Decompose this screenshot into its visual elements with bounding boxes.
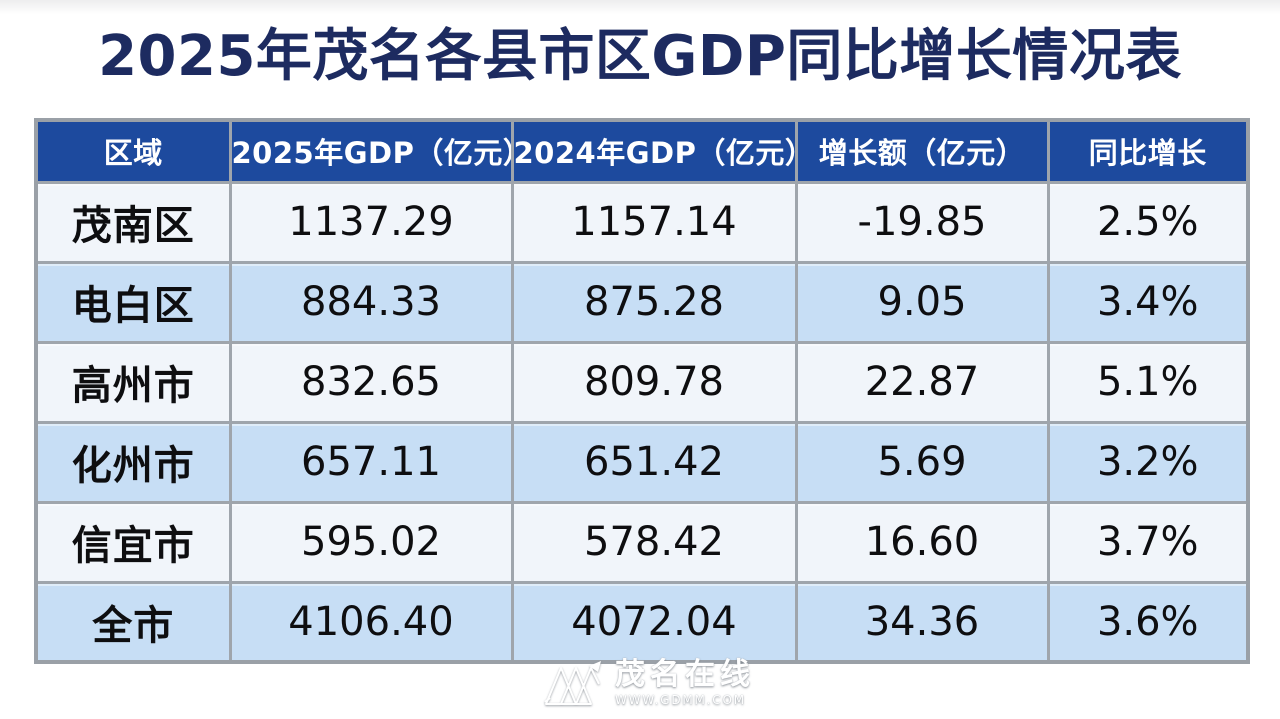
gdp-2025-cell: 595.02 — [228, 500, 514, 584]
gdp-2024-cell: 809.78 — [510, 340, 798, 424]
region-cell: 茂南区 — [34, 180, 232, 264]
watermark: 茂名在线 WWW.GDMM.COM — [543, 658, 755, 708]
yoy-growth-cell: 3.6% — [1046, 580, 1250, 664]
gdp-2025-cell: 832.65 — [228, 340, 514, 424]
gdp-2025-cell: 657.11 — [228, 420, 514, 504]
gdp-2024-cell: 578.42 — [510, 500, 798, 584]
watermark-site-url: WWW.GDMM.COM — [615, 693, 746, 707]
table-row-xinyi: 信宜市 595.02 578.42 16.60 3.7% — [34, 500, 1250, 584]
table-row-dianbai: 电白区 884.33 875.28 9.05 3.4% — [34, 260, 1250, 344]
gdp-2024-cell: 651.42 — [510, 420, 798, 504]
table-row-huazhou: 化州市 657.11 651.42 5.69 3.2% — [34, 420, 1250, 504]
gdp-table: 区域 2025年GDP（亿元） 2024年GDP（亿元） 增长额（亿元） 同比增… — [34, 118, 1250, 664]
column-header-region: 区域 — [34, 118, 232, 184]
growth-amount-cell: 34.36 — [794, 580, 1050, 664]
growth-amount-cell: 16.60 — [794, 500, 1050, 584]
gdp-2025-cell: 1137.29 — [228, 180, 514, 264]
column-header-growth-amount: 增长额（亿元） — [794, 118, 1050, 184]
yoy-growth-cell: 3.2% — [1046, 420, 1250, 504]
growth-amount-cell: -19.85 — [794, 180, 1050, 264]
region-cell: 化州市 — [34, 420, 232, 504]
yoy-growth-cell: 2.5% — [1046, 180, 1250, 264]
table-row-gaozhou: 高州市 832.65 809.78 22.87 5.1% — [34, 340, 1250, 424]
table-row-citywide-total: 全市 4106.40 4072.04 34.36 3.6% — [34, 580, 1250, 664]
gdp-2024-cell: 875.28 — [510, 260, 798, 344]
watermark-text: 茂名在线 WWW.GDMM.COM — [615, 659, 755, 708]
gdp-2024-cell: 1157.14 — [510, 180, 798, 264]
table-header-row: 区域 2025年GDP（亿元） 2024年GDP（亿元） 增长额（亿元） 同比增… — [34, 118, 1250, 184]
column-header-yoy-growth: 同比增长 — [1046, 118, 1250, 184]
gdp-2024-cell: 4072.04 — [510, 580, 798, 664]
yoy-growth-cell: 3.7% — [1046, 500, 1250, 584]
page-title: 2025年茂名各县市区GDP同比增长情况表 — [98, 24, 1182, 89]
region-cell: 电白区 — [34, 260, 232, 344]
table-row-maonan: 茂南区 1137.29 1157.14 -19.85 2.5% — [34, 180, 1250, 264]
growth-amount-cell: 22.87 — [794, 340, 1050, 424]
gdp-2025-cell: 884.33 — [228, 260, 514, 344]
growth-amount-cell: 5.69 — [794, 420, 1050, 504]
region-cell: 信宜市 — [34, 500, 232, 584]
growth-amount-cell: 9.05 — [794, 260, 1050, 344]
region-cell: 高州市 — [34, 340, 232, 424]
column-header-gdp-2024: 2024年GDP（亿元） — [510, 118, 798, 184]
yoy-growth-cell: 5.1% — [1046, 340, 1250, 424]
gdmm-logo-icon — [544, 661, 601, 705]
region-cell: 全市 — [34, 580, 232, 664]
yoy-growth-cell: 3.4% — [1046, 260, 1250, 344]
gdp-2025-cell: 4106.40 — [228, 580, 514, 664]
column-header-gdp-2025: 2025年GDP（亿元） — [228, 118, 514, 184]
